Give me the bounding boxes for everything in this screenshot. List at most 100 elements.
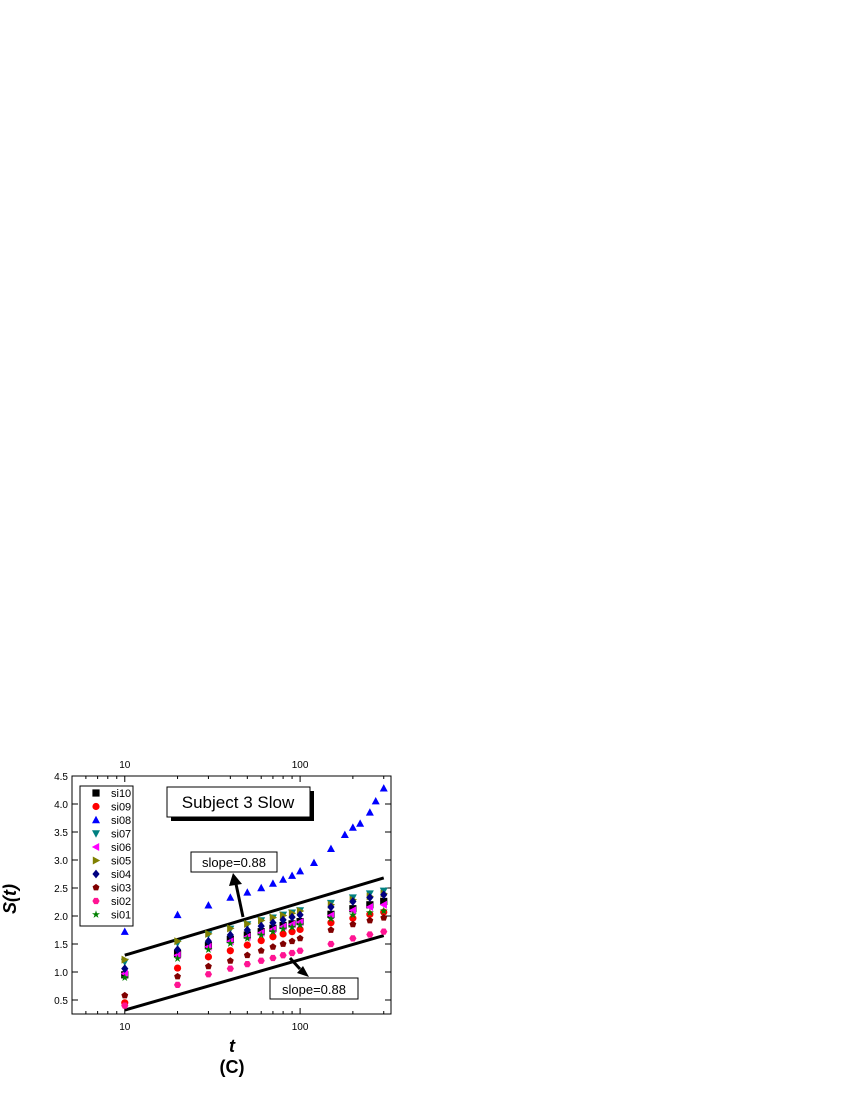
y-tick-label: 3.0 xyxy=(54,856,68,867)
legend-marker-si08 xyxy=(92,815,100,824)
series-si07 xyxy=(120,887,388,967)
series-si04 xyxy=(121,890,388,974)
point-si09 xyxy=(226,947,234,955)
legend-label-si06: si06 xyxy=(111,842,131,854)
point-si10 xyxy=(380,897,388,906)
point-si08 xyxy=(226,893,235,901)
point-si08 xyxy=(348,823,357,831)
point-si08 xyxy=(120,927,129,935)
tick-labels: 10 100 10 100 0.5 1.0 1.5 2.0 2.5 3.0 3.5 4.0 4.5 xyxy=(54,760,309,1033)
point-si03 xyxy=(257,947,265,954)
legend-label-si03: si03 xyxy=(111,883,131,895)
point-si01 xyxy=(173,954,182,962)
plot-frame xyxy=(71,775,392,1015)
point-si09 xyxy=(204,953,213,961)
point-si03 xyxy=(349,920,357,928)
point-si04 xyxy=(173,945,182,954)
point-si08 xyxy=(204,901,213,909)
point-si02 xyxy=(288,949,296,957)
point-si04 xyxy=(296,910,304,920)
point-si02 xyxy=(380,928,388,935)
annotation-upper: slope=0.88 xyxy=(190,851,278,873)
point-si02 xyxy=(121,1002,129,1009)
point-si08 xyxy=(243,888,252,896)
title-box: Subject 3 Slow xyxy=(166,786,314,821)
point-si01 xyxy=(120,973,129,981)
point-si08 xyxy=(356,819,365,827)
series-si06 xyxy=(120,900,387,978)
legend-marker-si03 xyxy=(92,883,100,891)
point-si03 xyxy=(279,940,287,947)
point-si03 xyxy=(121,991,129,999)
annotation-upper-text: slope=0.88 xyxy=(202,855,266,870)
point-si04 xyxy=(204,936,213,946)
legend-label-si01: si01 xyxy=(111,910,131,922)
point-si06 xyxy=(173,951,181,960)
point-si09 xyxy=(243,941,251,949)
y-tick-label: 1.0 xyxy=(54,968,68,979)
point-si09 xyxy=(296,925,304,934)
point-si08 xyxy=(173,910,182,919)
y-tick-label: 4.5 xyxy=(54,772,68,783)
point-si08 xyxy=(365,808,374,816)
legend-marker-si02 xyxy=(92,897,100,905)
legend-marker-si01 xyxy=(92,910,100,918)
point-si02 xyxy=(257,957,265,964)
point-si08 xyxy=(296,867,305,875)
point-si05 xyxy=(121,955,129,964)
series-si05 xyxy=(121,889,388,964)
point-si08 xyxy=(257,883,266,892)
x-tick-label: 10 xyxy=(119,1022,131,1033)
point-si01 xyxy=(326,914,335,923)
point-si04 xyxy=(226,930,234,940)
point-si01 xyxy=(226,939,235,947)
point-si06 xyxy=(326,911,335,920)
upper-slope-line xyxy=(124,876,385,957)
point-si02 xyxy=(269,954,277,962)
point-si02 xyxy=(226,965,234,972)
series-si03 xyxy=(121,914,388,999)
legend-marker-si06 xyxy=(91,843,100,851)
annotation-lower-text: slope=0.88 xyxy=(282,982,346,997)
point-si09 xyxy=(269,933,277,941)
legend-label-si10: si10 xyxy=(111,788,131,800)
point-si04 xyxy=(380,890,388,900)
axis-ticks xyxy=(71,775,391,1014)
top-x-tick-label: 10 xyxy=(119,760,131,771)
point-si02 xyxy=(366,931,374,938)
point-si03 xyxy=(296,934,304,942)
y-tick-label: 1.5 xyxy=(54,940,68,951)
point-si03 xyxy=(380,914,388,921)
data-points xyxy=(120,784,388,1009)
x-axis-title: t xyxy=(229,1036,236,1056)
point-si01 xyxy=(257,930,266,939)
point-si01 xyxy=(348,910,357,919)
point-si06 xyxy=(379,900,387,909)
point-si08 xyxy=(371,797,380,805)
legend-label-si07: si07 xyxy=(111,829,131,841)
point-si08 xyxy=(340,830,349,838)
y-tick-label: 2.5 xyxy=(54,884,68,895)
legend-label-si04: si04 xyxy=(111,869,131,881)
point-si02 xyxy=(204,971,213,978)
legend-marker-si07 xyxy=(92,830,100,838)
point-si01 xyxy=(279,924,288,933)
point-si01 xyxy=(296,920,305,929)
point-si08 xyxy=(288,871,297,879)
point-si01 xyxy=(243,934,252,942)
point-si03 xyxy=(174,972,181,980)
series-si02 xyxy=(121,928,388,1009)
point-si06 xyxy=(120,969,128,978)
legend-label-si02: si02 xyxy=(111,896,131,908)
annotation-arrows xyxy=(229,873,309,977)
point-si03 xyxy=(205,962,212,970)
series-si01 xyxy=(120,906,388,981)
lower-slope-line xyxy=(124,934,385,1012)
series-si08 xyxy=(120,784,388,935)
point-si01 xyxy=(288,923,297,931)
legend-marker-si05 xyxy=(92,856,101,865)
legend-box xyxy=(79,785,134,927)
point-si05 xyxy=(244,919,252,928)
point-si06 xyxy=(348,906,357,915)
